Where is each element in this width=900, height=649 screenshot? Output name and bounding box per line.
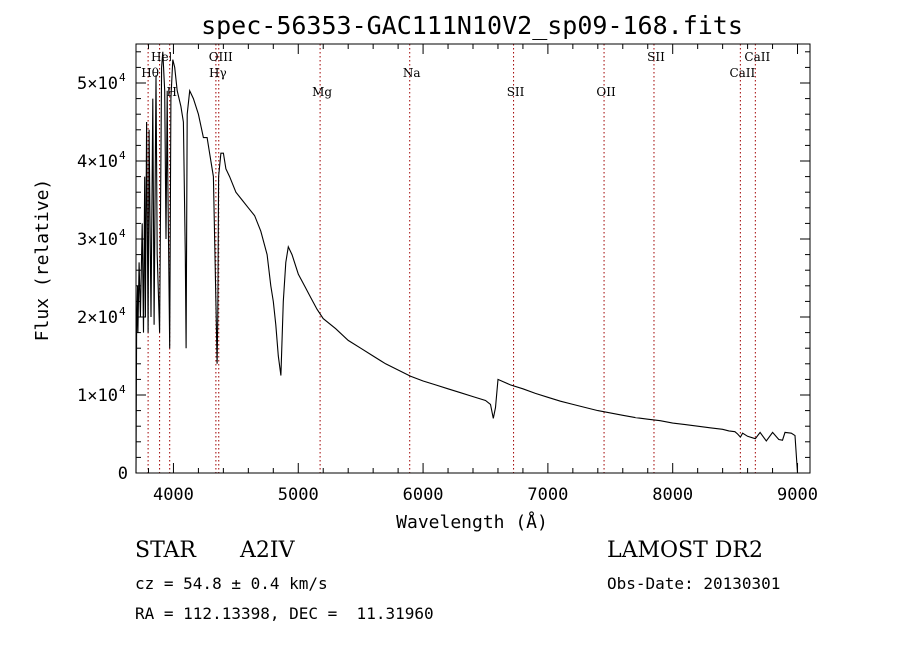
survey-name: LAMOST DR2 (607, 538, 763, 563)
y-tick-label: 0 (118, 464, 128, 484)
y-tick-label: 3×10 (77, 230, 118, 250)
spectral-line-label: Hθ (141, 66, 159, 80)
sky-coordinates: RA = 112.13398, DEC = 11.31960 (135, 604, 434, 623)
spectral-line-label: CaII (729, 66, 755, 80)
plot-frame (135, 43, 811, 474)
y-tick-exponent: 4 (119, 71, 126, 84)
spectral-line-label: OII (596, 85, 616, 99)
x-axis-ticks: 4000 5000 6000 7000 8000 9000 (147, 44, 818, 505)
redshift-velocity: cz = 54.8 ± 0.4 km/s (135, 574, 328, 593)
x-tick-label: 8000 (652, 485, 693, 505)
y-tick-exponent: 4 (119, 383, 126, 396)
x-tick-label: 9000 (777, 485, 818, 505)
spectral-line-label: Hγ (209, 66, 227, 80)
x-tick-label: 6000 (403, 485, 444, 505)
spectral-line-label: Mg (312, 85, 332, 99)
observation-date: Obs-Date: 20130301 (607, 574, 781, 593)
y-tick-label: 1×10 (77, 386, 118, 406)
y-tick-label: 5×10 (77, 74, 118, 94)
spectral-line-label: OIII (209, 50, 233, 64)
y-tick-label: 2×10 (77, 308, 118, 328)
spectrum-line (135, 51, 799, 474)
spectral-line-label: Na (403, 66, 421, 80)
x-axis-label: Wavelength (Å) (396, 511, 548, 533)
object-subclass: A2IV (240, 538, 295, 563)
y-axis-label: Flux (relative) (32, 179, 53, 342)
x-tick-label: 4000 (153, 485, 194, 505)
spectral-line-markers (147, 44, 756, 473)
y-tick-exponent: 4 (119, 305, 126, 318)
y-tick-label: 4×10 (77, 152, 118, 172)
object-type: STAR (135, 538, 196, 563)
spectral-line-label: CaII (744, 50, 770, 64)
spectral-line-label: Heǀ (151, 50, 172, 64)
spectral-line-label: SII (647, 50, 665, 64)
chart-title: spec-56353-GAC111N10V2_sp09-168.fits (201, 11, 743, 40)
y-axis-ticks: 01×10 42×10 43×10 44×10 45×10 4 (77, 51, 810, 484)
y-tick-exponent: 4 (119, 227, 126, 240)
x-tick-label: 5000 (278, 485, 319, 505)
y-tick-exponent: 4 (119, 149, 126, 162)
x-tick-label: 7000 (527, 485, 568, 505)
spectral-line-label: SII (507, 85, 525, 99)
